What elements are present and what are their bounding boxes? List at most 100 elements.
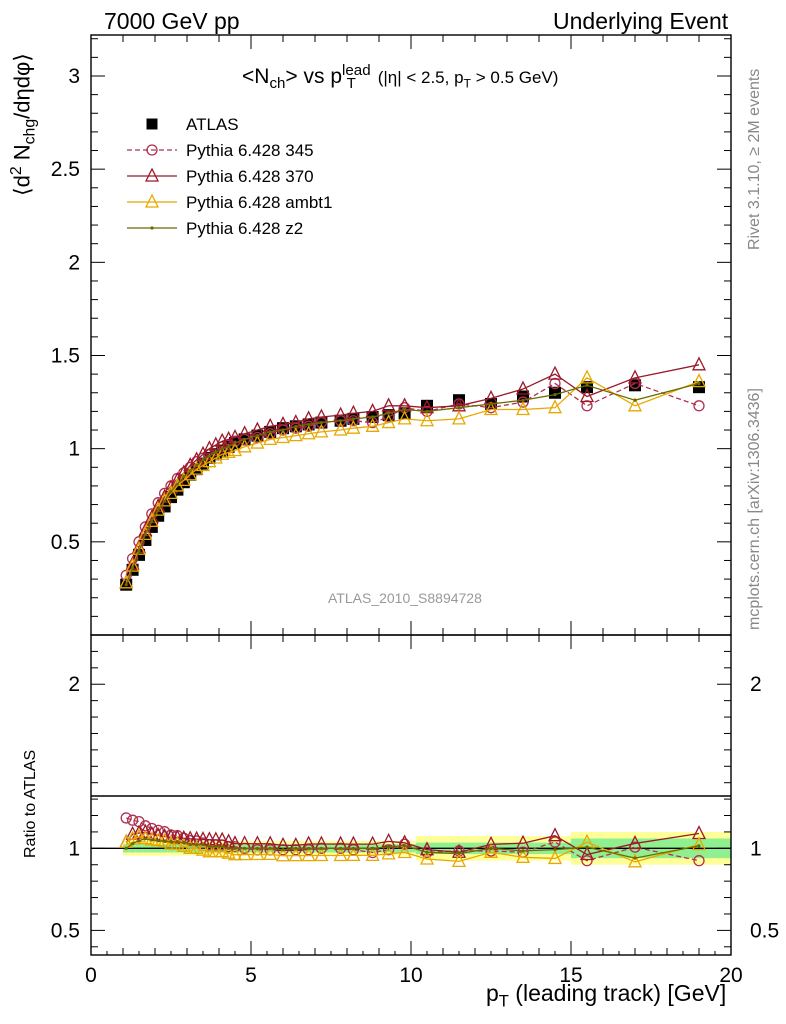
- data-point-pythia-6-428-z2: [351, 417, 355, 421]
- data-point-pythia-6-428-345: [517, 396, 529, 408]
- ratio-point-pythia-6-428-z2: [457, 851, 461, 856]
- y-tick-label-ratio: 0.5: [51, 919, 80, 942]
- ratio-point-pythia-6-428-z2: [124, 846, 128, 850]
- header-right: Underlying Event: [553, 8, 729, 34]
- ratio-point-pythia-6-428-ambt1: [547, 849, 563, 865]
- ratio-point-pythia-6-428-345: [581, 855, 593, 867]
- data-point-pythia-6-428-z2: [255, 434, 259, 438]
- ratio-point-pythia-6-428-z2: [220, 845, 224, 849]
- ratio-point-pythia-6-428-z2: [233, 846, 237, 850]
- y-tick-label-main: 1.5: [51, 344, 80, 367]
- data-point-pythia-6-428-345: [581, 400, 593, 412]
- x-axis-label: pT (leading track) [GeV]: [486, 980, 726, 1012]
- legend-label-370: Pythia 6.428 370: [186, 167, 314, 186]
- y-tick-label-ratio-right: 2: [750, 673, 762, 696]
- data-point-pythia-6-428-ambt1: [237, 438, 252, 453]
- ratio-point-pythia-6-428-z2: [143, 837, 147, 841]
- ratio-point-pythia-6-428-ambt1: [333, 847, 348, 862]
- y-tick-label-main: 1: [68, 438, 80, 461]
- data-point-pythia-6-428-z2: [124, 583, 128, 587]
- ratio-point-pythia-6-428-z2: [150, 838, 154, 842]
- ratio-point-pythia-6-428-ambt1: [157, 832, 172, 847]
- y-tick-label-main: 3: [68, 65, 80, 88]
- data-point-pythia-6-428-z2: [307, 422, 311, 427]
- data-point-pythia-6-428-ambt1: [138, 525, 153, 541]
- series-line-pythia-6-428-370: [125, 364, 700, 584]
- data-point-pythia-6-428-ambt1: [547, 399, 563, 414]
- ratio-point-pythia-6-428-ambt1: [170, 835, 185, 850]
- ratio-point-pythia-6-428-ambt1: [176, 837, 191, 852]
- data-point-pythia-6-428-z2: [195, 463, 199, 468]
- data-point-pythia-6-428-345: [549, 377, 561, 390]
- data-point-pythia-6-428-ambt1: [579, 369, 595, 384]
- data-point-pythia-6-428-z2: [214, 450, 218, 454]
- ratio-point-pythia-6-428-ambt1: [419, 850, 435, 865]
- data-point-pythia-6-428-370: [627, 369, 643, 384]
- ratio-point-pythia-6-428-ambt1: [451, 852, 467, 868]
- ratio-point-pythia-6-428-370: [419, 841, 435, 856]
- series-line-pythia-6-428-345: [125, 382, 700, 576]
- data-point-pythia-6-428-z2: [163, 499, 167, 503]
- data-point-pythia-6-428-z2: [371, 415, 375, 419]
- data-point-pythia-6-428-z2: [220, 447, 224, 451]
- data-point-pythia-6-428-z2: [339, 419, 343, 423]
- ratio-point-pythia-6-428-370: [547, 827, 563, 842]
- ratio-point-pythia-6-428-370: [397, 834, 412, 849]
- ratio-point-pythia-6-428-z2: [201, 843, 205, 847]
- y-tick-label-ratio-right: 1: [750, 837, 762, 860]
- data-point-pythia-6-428-z2: [150, 519, 154, 523]
- ratio-point-pythia-6-428-345: [126, 814, 139, 826]
- data-point-pythia-6-428-z2: [633, 398, 637, 402]
- data-point-pythia-6-428-z2: [521, 398, 525, 402]
- ratio-point-pythia-6-428-ambt1: [314, 847, 329, 862]
- data-point-pythia-6-428-z2: [268, 430, 272, 434]
- ylabel-sup: 2: [8, 166, 25, 176]
- legend-label-z2: Pythia 6.428 z2: [186, 219, 304, 238]
- data-point-pythia-6-428-345: [120, 569, 132, 582]
- ratio-point-pythia-6-428-z2: [521, 849, 525, 853]
- ratio-point-pythia-6-428-z2: [489, 846, 493, 850]
- data-point-pythia-6-428-z2: [697, 381, 701, 386]
- data-point-pythia-6-428-ambt1: [314, 423, 329, 438]
- ratio-point-pythia-6-428-ambt1: [515, 848, 531, 863]
- ratio-point-pythia-6-428-ambt1: [691, 836, 707, 851]
- ratio-point-pythia-6-428-ambt1: [288, 847, 303, 862]
- ratio-point-pythia-6-428-370: [515, 834, 531, 849]
- ratio-point-pythia-6-428-ambt1: [381, 845, 396, 860]
- data-point-pythia-6-428-z2: [143, 532, 147, 536]
- ratio-point-pythia-6-428-370: [579, 846, 595, 861]
- y-tick-label-main: 2.5: [51, 158, 80, 181]
- legend-marker-pythia-6-428-z2: [150, 226, 154, 230]
- title-part-a: <N: [242, 65, 270, 88]
- data-point-pythia-6-428-ambt1: [346, 419, 361, 434]
- ratio-point-pythia-6-428-z2: [169, 840, 173, 844]
- legend-marker-atlas: [146, 118, 158, 130]
- analysis-label: ATLAS_2010_S8894728: [328, 590, 482, 606]
- data-point-pythia-6-428-345: [347, 415, 360, 427]
- data-point-pythia-6-428-ambt1: [397, 410, 412, 425]
- ratio-point-pythia-6-428-ambt1: [189, 839, 204, 854]
- data-point-pythia-6-428-z2: [425, 409, 429, 413]
- ratio-point-pythia-6-428-z2: [403, 843, 407, 848]
- data-point-pythia-6-428-ambt1: [288, 427, 303, 442]
- legend-label-atlas: ATLAS: [186, 115, 239, 134]
- data-point-pythia-6-428-z2: [131, 566, 135, 570]
- ylabel-sub: chg: [21, 118, 39, 145]
- data-point-pythia-6-428-370: [381, 397, 396, 412]
- title-sub-t: T: [346, 75, 356, 93]
- ratio-point-pythia-6-428-z2: [175, 840, 179, 844]
- data-point-pythia-6-428-ambt1: [451, 410, 467, 425]
- ratio-point-pythia-6-428-z2: [307, 846, 311, 850]
- y-tick-label-ratio: 2: [68, 673, 80, 696]
- data-point-pythia-6-428-z2: [227, 445, 231, 449]
- data-point-pythia-6-428-370: [547, 365, 563, 380]
- data-point-pythia-6-428-ambt1: [365, 417, 380, 432]
- ratio-point-pythia-6-428-z2: [163, 839, 167, 843]
- ratio-point-pythia-6-428-370: [288, 836, 303, 852]
- data-point-pythia-6-428-ambt1: [227, 442, 243, 457]
- data-point-pythia-6-428-ambt1: [202, 453, 217, 468]
- data-point-pythia-6-428-z2: [156, 508, 160, 512]
- data-point-pythia-6-428-ambt1: [301, 425, 316, 440]
- data-point-pythia-6-428-ambt1: [483, 401, 499, 416]
- title-cut-a: (|η| < 2.5, p: [377, 68, 464, 87]
